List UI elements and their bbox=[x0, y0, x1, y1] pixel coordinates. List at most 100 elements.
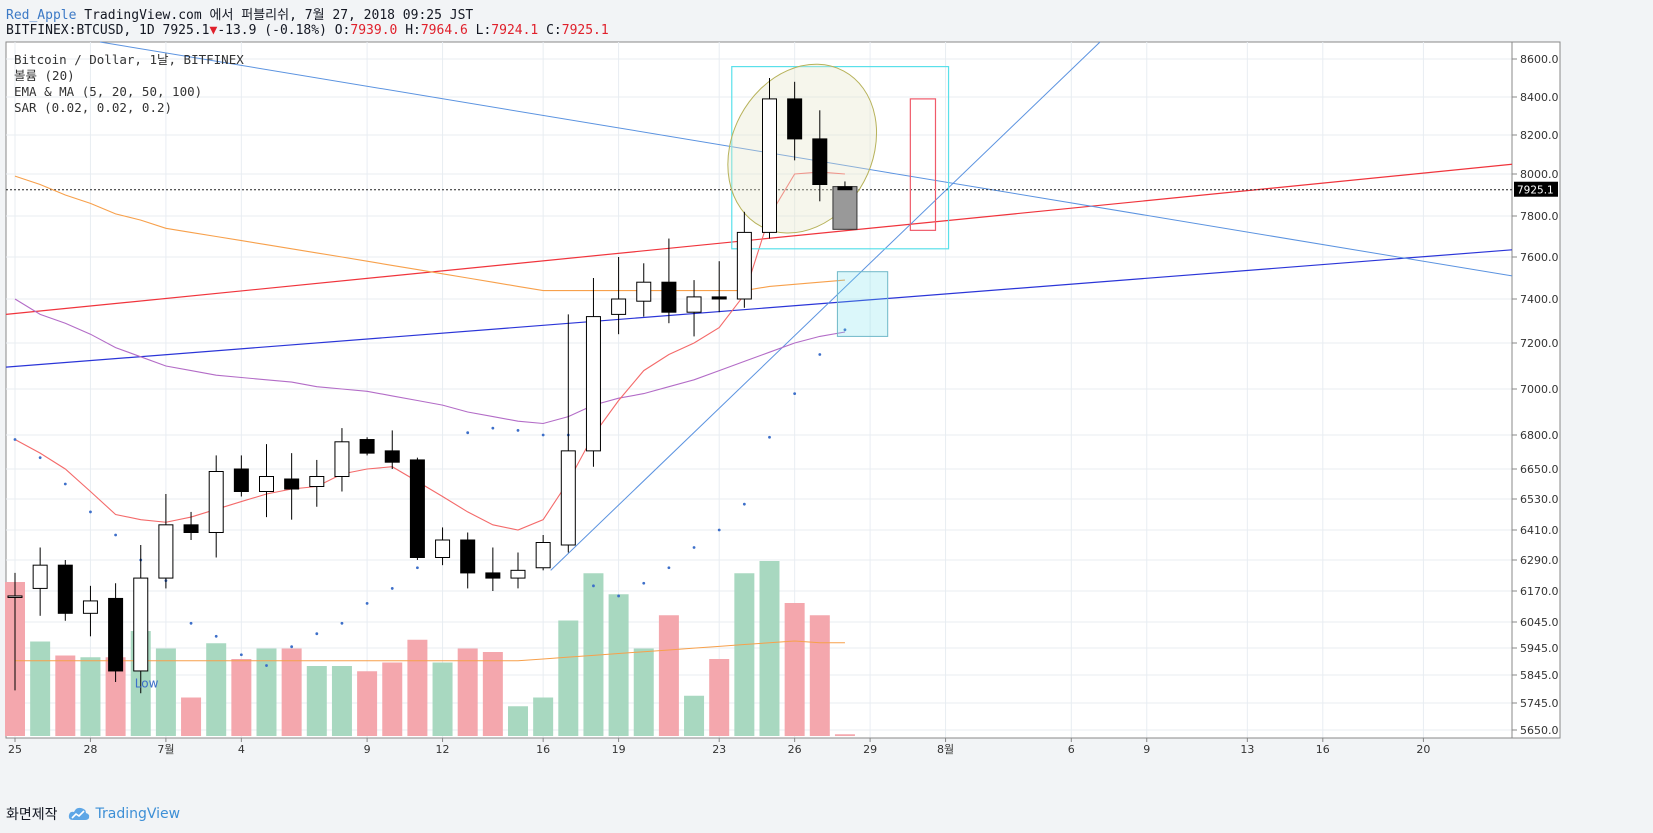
highlight-box-small[interactable] bbox=[836, 271, 889, 337]
trendline-red[interactable] bbox=[5, 163, 1513, 315]
candle-body[interactable] bbox=[435, 539, 451, 558]
candle-body[interactable] bbox=[460, 539, 476, 574]
tradingview-brand[interactable]: TradingView bbox=[68, 806, 181, 822]
trendline-blue[interactable] bbox=[5, 249, 1513, 368]
candle-body[interactable] bbox=[108, 597, 124, 672]
candle-body[interactable] bbox=[510, 569, 526, 579]
last-price-tag bbox=[1514, 181, 1558, 197]
candle-body[interactable] bbox=[32, 564, 48, 589]
open-value: 7939.0 bbox=[350, 23, 398, 38]
change-arrow-icon: ▼ bbox=[209, 23, 218, 38]
candle-body[interactable] bbox=[208, 471, 224, 533]
volume-bar bbox=[155, 648, 176, 736]
candle-body[interactable] bbox=[812, 138, 828, 185]
x-tick-label: 16 bbox=[536, 743, 550, 756]
sar-dot bbox=[114, 533, 117, 537]
volume-bar bbox=[281, 648, 302, 736]
low-label: L: bbox=[475, 23, 492, 38]
candle-body[interactable] bbox=[736, 231, 752, 300]
trendline-descending[interactable] bbox=[99, 41, 1513, 277]
high-label: H: bbox=[405, 23, 421, 38]
sar-dot bbox=[466, 431, 470, 435]
volume-bar bbox=[508, 706, 528, 736]
candle-body[interactable] bbox=[334, 441, 350, 477]
volume-bar bbox=[231, 659, 252, 736]
candle-body[interactable] bbox=[711, 296, 727, 300]
legend-entry: 볼륨 (20) bbox=[14, 68, 75, 83]
author-link[interactable]: Red_Apple bbox=[6, 8, 77, 23]
volume-bar bbox=[306, 666, 327, 736]
volume-bar bbox=[30, 641, 51, 736]
x-tick-label: 23 bbox=[712, 743, 726, 756]
x-tick-label: 12 bbox=[436, 743, 450, 756]
sar-dot bbox=[516, 429, 520, 432]
candle-body[interactable] bbox=[787, 98, 803, 140]
x-tick-label: 7월 bbox=[157, 743, 174, 756]
x-tick-label: 8월 bbox=[937, 743, 954, 756]
sar-dot bbox=[239, 653, 243, 657]
low-annotation: Low bbox=[135, 677, 159, 691]
sar-dot bbox=[416, 566, 419, 570]
y-tick-label: 5650.0 bbox=[1520, 724, 1559, 737]
candle-body[interactable] bbox=[259, 476, 274, 492]
candle-body[interactable] bbox=[309, 476, 325, 487]
candle-body[interactable] bbox=[485, 572, 501, 579]
x-tick-label: 20 bbox=[1416, 743, 1430, 756]
projection-candle[interactable] bbox=[832, 186, 858, 230]
volume-bar bbox=[784, 603, 805, 736]
highlight-box-top[interactable] bbox=[731, 65, 950, 250]
volume-bar bbox=[181, 697, 202, 736]
sar-dot bbox=[642, 581, 646, 585]
candle-body[interactable] bbox=[560, 450, 576, 546]
candle-body[interactable] bbox=[233, 468, 249, 492]
sar-dot bbox=[290, 645, 294, 649]
projection-box-red[interactable] bbox=[909, 98, 937, 231]
sar-dot bbox=[340, 621, 344, 625]
brand-label: TradingView bbox=[95, 806, 181, 822]
trendline-ascending[interactable] bbox=[550, 41, 1101, 571]
y-tick-label: 6410.0 bbox=[1520, 524, 1559, 537]
sar-dot bbox=[768, 435, 771, 439]
candle-body[interactable] bbox=[535, 542, 551, 569]
candle-body[interactable] bbox=[686, 296, 702, 313]
y-tick-label: 8600.0 bbox=[1520, 53, 1559, 66]
volume-bar bbox=[809, 615, 830, 736]
candle-body[interactable] bbox=[7, 595, 23, 598]
candle-body[interactable] bbox=[409, 459, 425, 558]
sar-dot bbox=[13, 438, 17, 441]
sar-dot bbox=[265, 664, 268, 667]
volume-bar bbox=[633, 648, 654, 736]
sar-dot bbox=[189, 621, 193, 625]
candle-body[interactable] bbox=[284, 478, 300, 490]
candle-body[interactable] bbox=[585, 316, 601, 452]
y-tick-label: 6290.0 bbox=[1520, 554, 1559, 567]
sar-dot bbox=[89, 510, 92, 514]
candle-body[interactable] bbox=[359, 439, 375, 454]
candle-body[interactable] bbox=[384, 450, 400, 463]
y-tick-label: 8400.0 bbox=[1520, 91, 1559, 104]
candle-body[interactable] bbox=[133, 577, 149, 672]
sar-dot bbox=[214, 634, 218, 638]
candle-body[interactable] bbox=[661, 281, 677, 313]
candle-body[interactable] bbox=[183, 524, 199, 533]
candle-body[interactable] bbox=[611, 298, 627, 315]
price-chart[interactable]: 8600.0 8400.0 8200.0 8000.0 7800.0 7600.0 7400… bbox=[0, 0, 1653, 800]
candle-body[interactable] bbox=[636, 281, 652, 302]
candle-body[interactable] bbox=[57, 564, 73, 614]
volume-bar bbox=[608, 594, 629, 736]
ma100-line bbox=[14, 175, 845, 292]
open-label: O: bbox=[334, 23, 351, 38]
volume-bar bbox=[357, 671, 378, 736]
symbol-text: BITFINEX:BTCUSD, 1D 7925.1 bbox=[6, 23, 210, 38]
x-tick-label: 28 bbox=[83, 743, 97, 756]
x-tick-label: 19 bbox=[612, 743, 626, 756]
change-text: -13.9 (-0.18%) bbox=[217, 23, 327, 38]
candle-body[interactable] bbox=[837, 186, 853, 191]
candle-body[interactable] bbox=[762, 98, 777, 233]
volume-bar bbox=[709, 659, 730, 736]
candle-body[interactable] bbox=[82, 600, 98, 614]
made-by-label: 화면제작 bbox=[6, 807, 58, 823]
candle-body[interactable] bbox=[158, 524, 174, 579]
sar-dot bbox=[843, 328, 847, 332]
sar-dot bbox=[38, 456, 42, 460]
